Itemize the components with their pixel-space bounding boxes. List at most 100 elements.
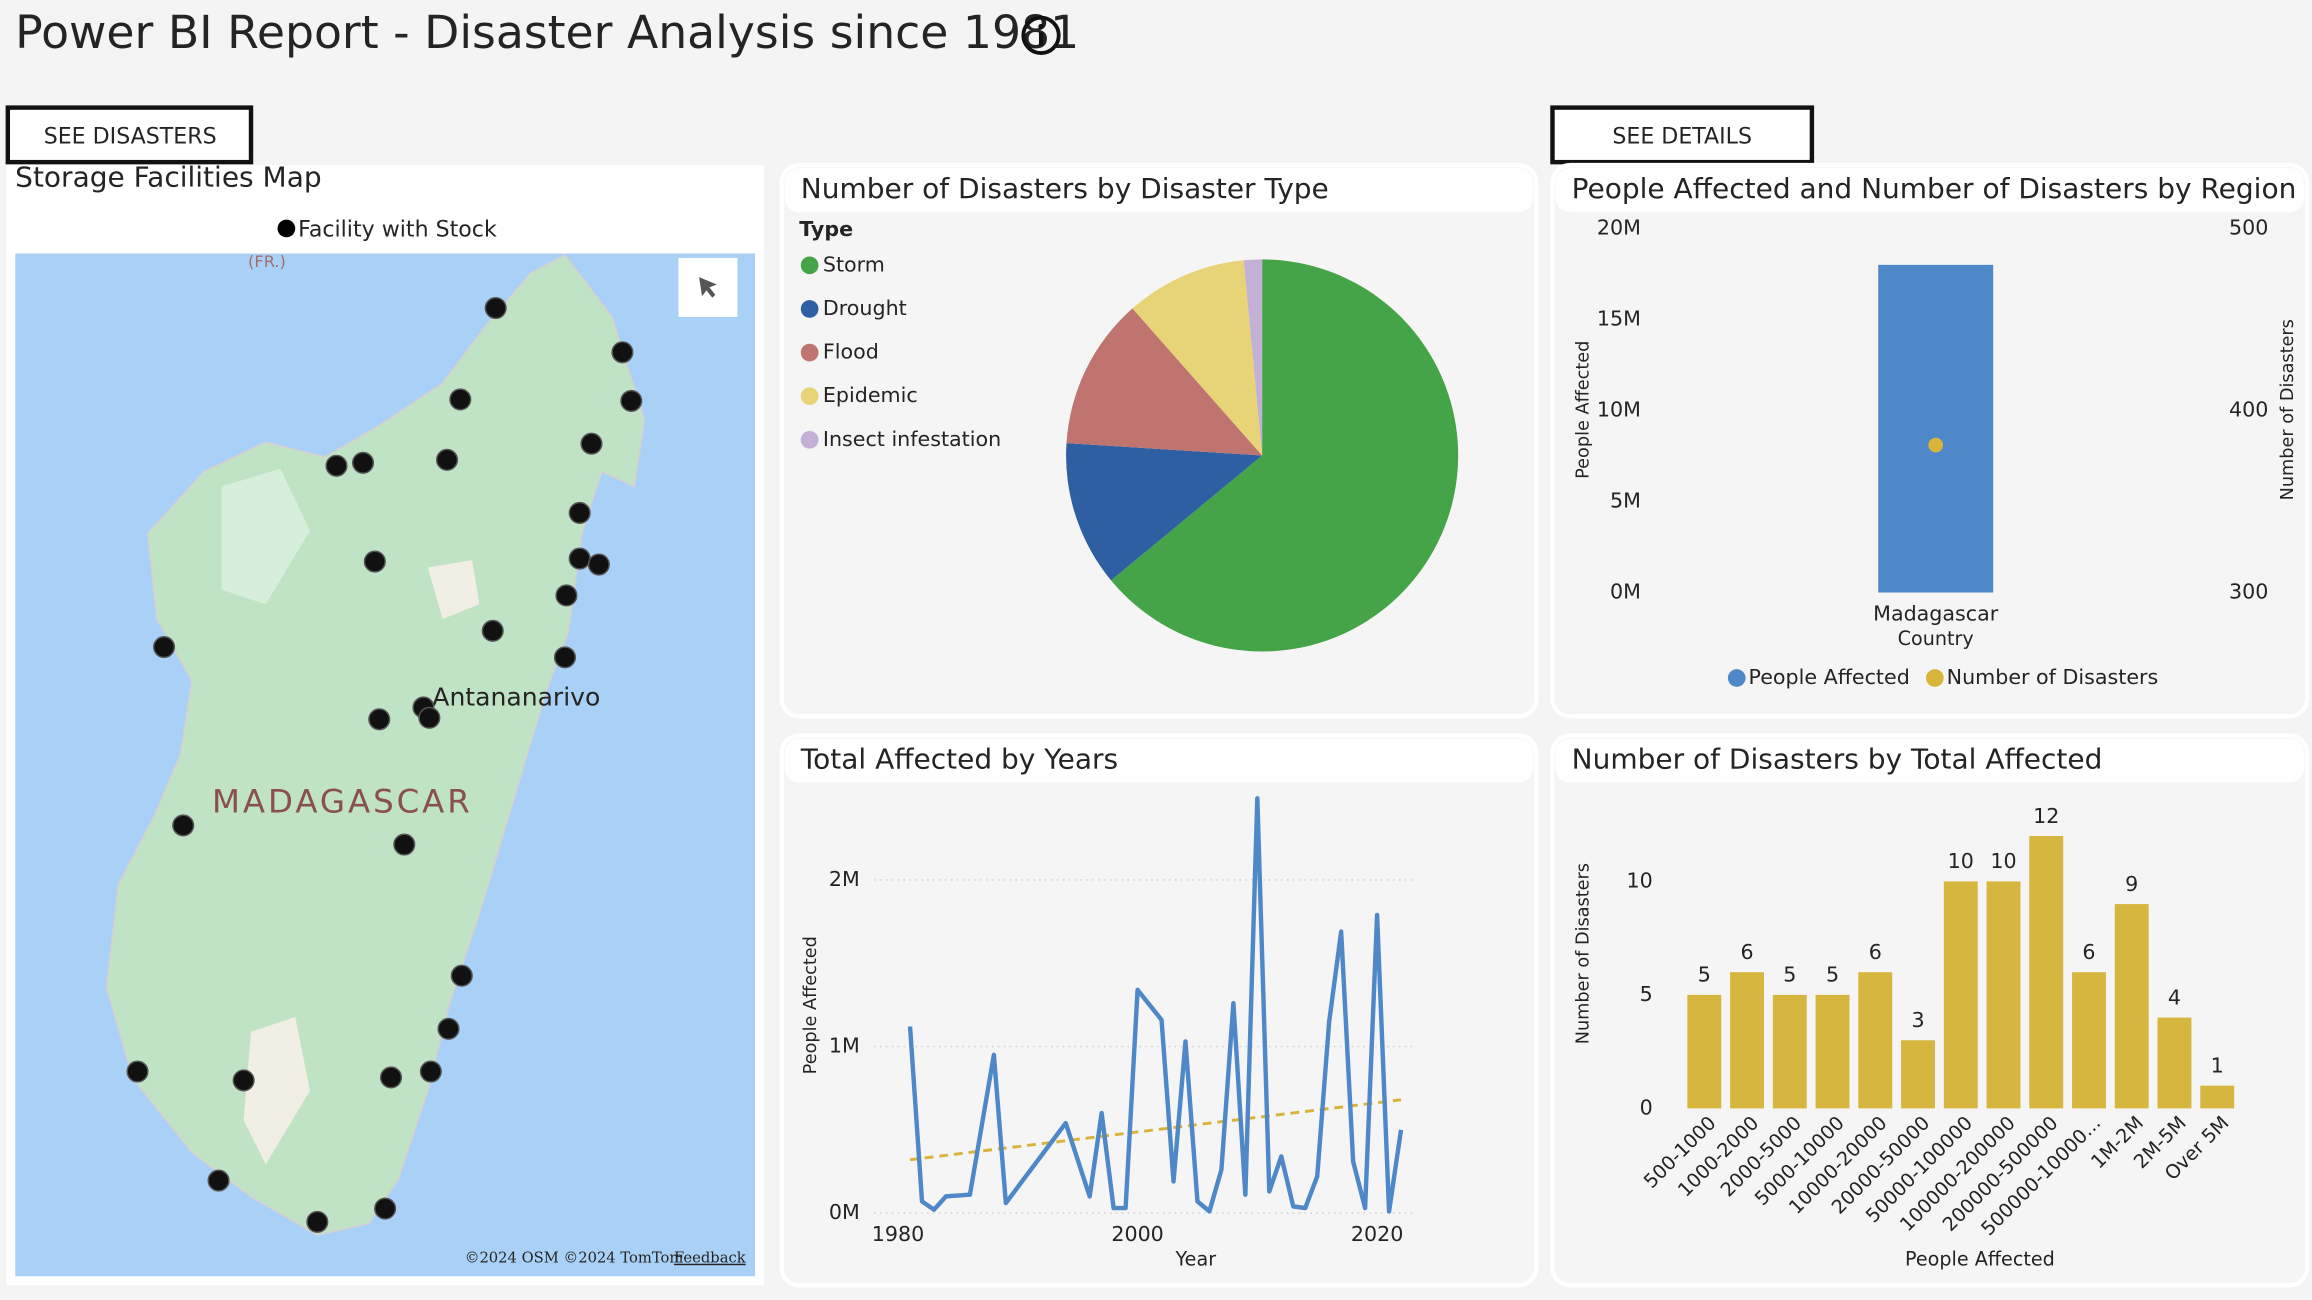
facility-dot [611, 341, 634, 364]
data-label: 5 [1783, 963, 1796, 987]
button-label[interactable]: SEE DETAILS [1612, 124, 1752, 150]
facility-dot [325, 454, 348, 477]
facility-dot [620, 389, 643, 412]
bar [1815, 994, 1850, 1109]
map-country-label: MADAGASCAR [212, 782, 473, 820]
bar [1878, 264, 1994, 593]
legend-label: Number of Disasters [1947, 665, 2159, 689]
y-axis-label: People Affected [801, 936, 821, 1074]
chart-title: Number of Disasters by Disaster Type [801, 172, 1329, 205]
facility-dot [393, 833, 416, 856]
data-label: 5 [1698, 963, 1711, 987]
map-feedback[interactable]: Feedback [674, 1250, 747, 1267]
facility-dot [555, 584, 578, 607]
data-label: 9 [2125, 872, 2138, 896]
facility-dot [152, 635, 176, 659]
bar [2114, 904, 2149, 1109]
chart-card [1550, 733, 2310, 1288]
facility-dot [481, 619, 504, 642]
x-tick-label: 2020 [1351, 1222, 1404, 1246]
facility-dot [587, 553, 610, 576]
facility-dot [450, 964, 473, 987]
x-tick-label: 1980 [872, 1222, 924, 1246]
pie-slice [1111, 259, 1459, 652]
terrain [243, 1017, 310, 1165]
chart-header [1555, 168, 2305, 213]
info-dot [1038, 23, 1044, 30]
pie-slice [1066, 308, 1263, 456]
facility-dot [374, 1197, 397, 1220]
bar [1772, 994, 1807, 1109]
info-circle [1021, 15, 1061, 55]
button[interactable]: SEE DISASTERS [5, 105, 254, 165]
facility-dot [306, 1210, 329, 1233]
chart-header [784, 168, 1534, 213]
map-city-label: Antananarivo [432, 683, 600, 712]
data-label: 10 [1990, 849, 2016, 873]
y-tick-label: 0M [1610, 580, 1641, 604]
facility-dot [553, 646, 577, 669]
bar [1858, 972, 1893, 1109]
y2-tick-label: 400 [2229, 397, 2268, 421]
bar [1687, 994, 1722, 1109]
y-tick-label: 5 [1640, 982, 1653, 1006]
facility-dot [232, 1069, 255, 1092]
legend-swatch [800, 343, 819, 362]
button-frame [1550, 105, 1815, 165]
point [1928, 437, 1944, 453]
facility-dot [484, 296, 507, 320]
data-label: 1 [2211, 1054, 2224, 1078]
bar [2072, 972, 2106, 1109]
y2-tick-label: 300 [2229, 580, 2268, 604]
facility-dot [126, 1060, 149, 1083]
x-tick-label: Madagascar [1873, 602, 1999, 626]
pie-slice [1243, 259, 1263, 456]
trend-line [909, 1098, 1402, 1162]
bar [1943, 881, 1978, 1109]
bar [1730, 972, 1764, 1109]
facility-dot [207, 1169, 230, 1192]
data-label: 4 [2168, 985, 2181, 1009]
y2-axis-label: Number of Disasters [2278, 319, 2298, 500]
legend-swatch [800, 387, 819, 406]
facility-dot [580, 432, 603, 455]
chart-title: People Affected and Number of Disasters … [1572, 172, 2297, 205]
bar [2200, 1085, 2235, 1109]
y-tick-label: 0 [1640, 1095, 1653, 1119]
legend-label: Insect infestation [823, 427, 1001, 451]
x-axis-label: People Affected [1905, 1248, 2055, 1271]
data-label: 6 [2082, 940, 2095, 964]
facility-dot [363, 550, 386, 573]
facility-dot [419, 1060, 442, 1083]
y-tick-label: 0M [829, 1200, 860, 1224]
facility-dot [437, 1017, 460, 1040]
legend-label: Drought [823, 296, 907, 320]
button-label[interactable]: SEE DISASTERS [44, 124, 217, 150]
map-select-icon [699, 277, 717, 298]
facility-dot [568, 547, 591, 570]
chart-header [784, 738, 1534, 783]
chart-title: Total Affected by Years [800, 743, 1118, 776]
y-axis-label: Number of Disasters [1573, 863, 1593, 1044]
terrain [427, 560, 480, 620]
button-frame [5, 105, 254, 165]
button[interactable]: SEE DETAILS [1550, 105, 1815, 165]
chart-header [1555, 738, 2305, 783]
map-title: Storage Facilities Map [15, 160, 321, 193]
data-label: 10 [1948, 849, 1974, 873]
x-axis-label: Year [1175, 1248, 1217, 1271]
info-icon[interactable] [1021, 15, 1061, 55]
data-label: 3 [1911, 1008, 1924, 1032]
facility-dot [379, 1066, 403, 1089]
y-tick-label: 1M [829, 1033, 860, 1057]
y2-tick-label: 500 [2229, 215, 2268, 239]
pie-slice [1066, 443, 1263, 581]
legend-label: People Affected [1749, 665, 1910, 689]
bar [2157, 1017, 2192, 1109]
y-tick-label: 20M [1597, 215, 1641, 239]
facility-dot [568, 501, 591, 524]
data-label: 12 [2033, 804, 2059, 828]
facility-dot [368, 708, 391, 731]
map[interactable]: (FR.) Antananarivo MADAGASCAR ©2024 OSM … [15, 252, 756, 1277]
